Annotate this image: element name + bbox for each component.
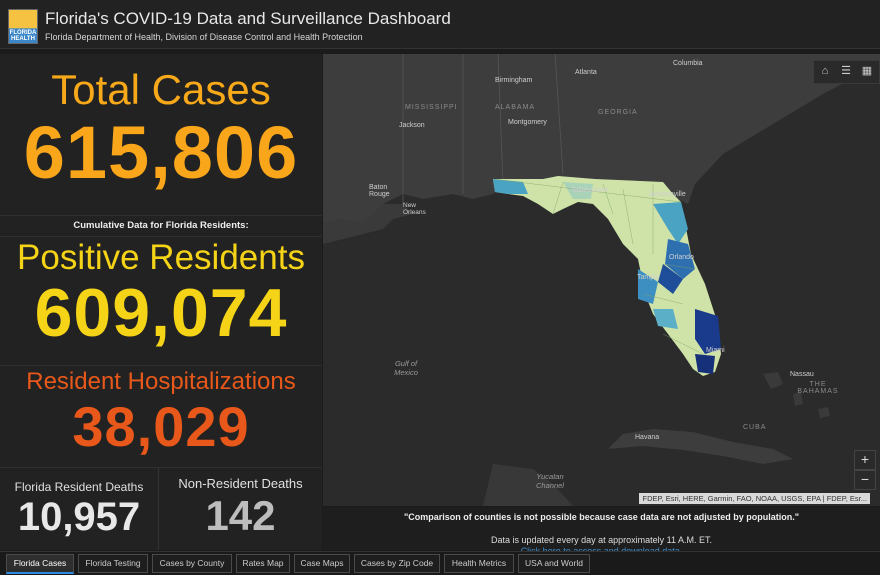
tab-bar: Florida Cases Florida Testing Cases by C…	[0, 551, 880, 575]
cumulative-note: Cumulative Data for Florida Residents:	[73, 220, 249, 231]
hospitalizations-card: Resident Hospitalizations 38,029	[0, 368, 322, 459]
florida-health-logo: FLORIDA HEALTH	[8, 9, 38, 44]
positive-residents-value: 609,074	[34, 275, 288, 351]
label-jackson: Jackson	[399, 122, 425, 129]
disclaimer-panel: "Comparison of counties is not possible …	[323, 507, 880, 556]
county-volusia	[665, 239, 695, 279]
total-cases-card: Total Cases 615,806	[0, 66, 322, 195]
disclaimer-quote: "Comparison of counties is not possible …	[403, 512, 800, 522]
nonresident-deaths-label: Non-Resident Deaths	[178, 476, 303, 491]
tab-health-metrics[interactable]: Health Metrics	[444, 554, 514, 573]
florida-deaths-value: 10,957	[17, 495, 141, 539]
label-havana: Havana	[635, 434, 660, 441]
county-palm-beach	[695, 309, 721, 354]
divider	[0, 467, 322, 468]
label-tallahassee: Tallahassee	[571, 187, 608, 194]
county-tampa	[638, 269, 658, 304]
tab-cases-by-zip-code[interactable]: Cases by Zip Code	[354, 554, 440, 573]
cuba-landmass	[608, 429, 793, 464]
county-orange	[658, 264, 683, 294]
tab-usa-and-world[interactable]: USA and World	[518, 554, 590, 573]
hospitalizations-label: Resident Hospitalizations	[26, 368, 296, 395]
label-yucatan-channel: Yucatan Channel	[536, 472, 564, 490]
label-birmingham: Birmingham	[495, 77, 533, 84]
map-canvas[interactable]	[323, 54, 880, 506]
louisiana-coast	[323, 204, 413, 244]
tab-florida-testing[interactable]: Florida Testing	[78, 554, 148, 573]
divider	[0, 215, 322, 216]
label-new-orleans: New Orleans	[403, 202, 426, 216]
map-toolbar: ⌂ ☰ ▦	[813, 60, 880, 84]
divider	[0, 365, 322, 366]
label-cuba: CUBA	[743, 424, 767, 431]
label-orlando: Orlando	[669, 254, 694, 261]
nonresident-deaths-value: 142	[205, 492, 276, 539]
hospitalizations-value: 38,029	[72, 395, 250, 458]
county-leon	[563, 182, 593, 199]
zoom-in-button[interactable]: +	[854, 450, 876, 470]
map-attribution: FDEP, Esri, HERE, Garmin, FAO, NOAA, USG…	[639, 493, 870, 504]
county-jacksonville	[653, 202, 688, 244]
label-miami: Miami	[706, 347, 725, 354]
total-cases-value: 615,806	[23, 111, 299, 194]
tab-florida-cases[interactable]: Florida Cases	[6, 554, 74, 574]
tab-case-maps[interactable]: Case Maps	[294, 554, 350, 573]
label-georgia: GEORGIA	[598, 109, 638, 116]
county-lee	[653, 309, 678, 329]
label-tampa: Tampa	[637, 274, 659, 281]
divider	[0, 236, 322, 237]
label-baton-rouge: Baton Rouge	[369, 184, 390, 198]
label-montgomery: Montgomery	[508, 119, 547, 126]
dashboard-header: FLORIDA HEALTH Florida's COVID-19 Data a…	[0, 0, 880, 49]
nonresident-deaths-card: Non-Resident Deaths 142	[159, 468, 322, 550]
update-note: Data is updated every day at approximate…	[491, 535, 712, 545]
tab-cases-by-county[interactable]: Cases by County	[152, 554, 232, 573]
zoom-out-button[interactable]: −	[854, 470, 876, 490]
positive-residents-card: Positive Residents 609,074	[0, 238, 322, 352]
label-gulf-of-mexico: Gulf of Mexico	[394, 359, 418, 377]
bahamas-islands	[763, 372, 830, 418]
label-alabama: ALABAMA	[495, 104, 536, 111]
county-map[interactable]: Birmingham Atlanta Columbia MISSISSIPPI …	[323, 54, 880, 506]
label-mississippi: MISSISSIPPI	[405, 104, 458, 111]
florida-deaths-card: Florida Resident Deaths 10,957	[0, 468, 158, 550]
logo-text: FLORIDA HEALTH	[9, 30, 37, 42]
label-jacksonville: Jacksonville	[648, 191, 686, 198]
county-escambia	[493, 179, 528, 194]
label-bahamas: THE BAHAMAS	[797, 381, 839, 395]
divider	[158, 468, 159, 550]
home-icon[interactable]: ⌂	[821, 65, 829, 77]
yucatan-landmass	[483, 464, 573, 506]
label-nassau: Nassau	[790, 371, 814, 378]
county-borders	[492, 178, 704, 355]
dashboard-subtitle: Florida Department of Health, Division o…	[45, 32, 363, 42]
tab-rates-map[interactable]: Rates Map	[236, 554, 290, 573]
basemap-icon[interactable]: ▦	[861, 65, 873, 77]
label-columbia: Columbia	[673, 60, 703, 67]
legend-icon[interactable]: ☰	[841, 65, 851, 77]
label-atlanta: Atlanta	[575, 69, 597, 76]
land-mass	[323, 54, 880, 224]
florida-deaths-label: Florida Resident Deaths	[14, 480, 144, 494]
state-borders	[402, 54, 564, 204]
stats-panel: Total Cases 615,806 Cumulative Data for …	[0, 54, 322, 550]
county-miami-dade	[695, 354, 715, 374]
total-cases-label: Total Cases	[51, 66, 271, 113]
dashboard-title: Florida's COVID-19 Data and Surveillance…	[45, 9, 451, 28]
positive-residents-label: Positive Residents	[17, 238, 305, 277]
